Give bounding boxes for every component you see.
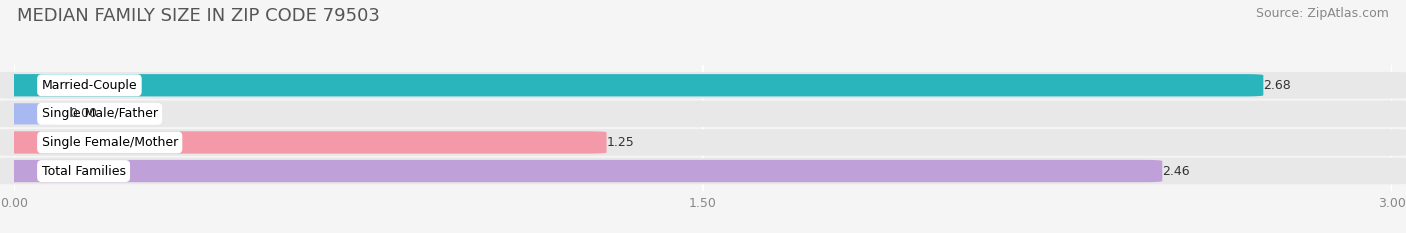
Text: Single Female/Mother: Single Female/Mother <box>42 136 179 149</box>
Text: Source: ZipAtlas.com: Source: ZipAtlas.com <box>1256 7 1389 20</box>
Text: Total Families: Total Families <box>42 164 125 178</box>
Text: 2.68: 2.68 <box>1264 79 1291 92</box>
FancyBboxPatch shape <box>0 131 606 154</box>
FancyBboxPatch shape <box>0 158 1406 184</box>
Text: Single Male/Father: Single Male/Father <box>42 107 157 120</box>
FancyBboxPatch shape <box>0 160 1163 182</box>
Text: 0.00: 0.00 <box>69 107 97 120</box>
FancyBboxPatch shape <box>0 72 1406 99</box>
Text: Married-Couple: Married-Couple <box>42 79 138 92</box>
FancyBboxPatch shape <box>4 103 60 124</box>
Text: 1.25: 1.25 <box>606 136 634 149</box>
FancyBboxPatch shape <box>0 101 1406 127</box>
Text: 2.46: 2.46 <box>1163 164 1189 178</box>
FancyBboxPatch shape <box>0 129 1406 156</box>
Text: MEDIAN FAMILY SIZE IN ZIP CODE 79503: MEDIAN FAMILY SIZE IN ZIP CODE 79503 <box>17 7 380 25</box>
FancyBboxPatch shape <box>0 74 1264 96</box>
